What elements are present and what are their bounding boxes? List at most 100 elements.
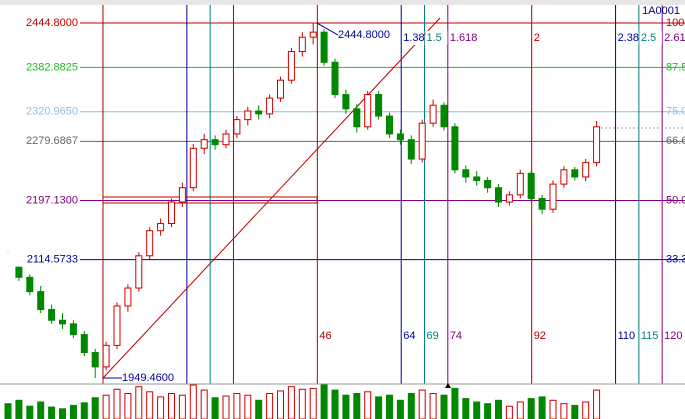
volume-bar — [582, 401, 590, 419]
volume-bar — [396, 399, 404, 419]
candle-body — [91, 352, 99, 368]
candle-body — [168, 201, 175, 225]
volume-bar — [505, 405, 513, 419]
candle-body — [495, 187, 502, 203]
ratio-label-bg — [402, 31, 425, 45]
annotation-leader — [316, 22, 339, 36]
volume-bar — [593, 389, 601, 419]
level-label-bg — [0, 16, 80, 31]
volume-bar — [189, 384, 197, 419]
volume-bar — [124, 393, 132, 419]
level-label: 2197.1300 — [26, 194, 78, 206]
ratio-label: 2 — [534, 32, 540, 44]
candle-body — [505, 194, 513, 203]
volume-bar — [26, 405, 34, 419]
volume-bar — [277, 390, 284, 419]
code-label: 1A0001 — [642, 5, 680, 17]
time-zone-label: 110 — [618, 330, 636, 342]
candle-body — [527, 172, 535, 199]
candle-body — [69, 323, 77, 336]
volume-bar — [429, 393, 437, 419]
candle-body — [146, 230, 154, 257]
candle-body — [59, 319, 66, 325]
level-label-bg — [0, 134, 80, 149]
marks-layer — [4, 23, 601, 419]
time-zone-label: 120 — [664, 330, 682, 342]
range-box — [102, 196, 318, 204]
ratio-label: 2.5 — [641, 32, 656, 44]
volume-bar — [571, 404, 579, 419]
candle-body — [571, 169, 579, 178]
candle-body — [244, 110, 252, 121]
level-pct-label: 100.0 — [666, 17, 685, 29]
candle-body — [102, 344, 110, 368]
volume-bar — [233, 393, 241, 419]
candle-body — [462, 169, 470, 178]
candle-body — [440, 104, 448, 128]
candle-body — [549, 183, 557, 210]
ratio-label-bg — [616, 31, 639, 45]
volume-bar — [364, 391, 372, 419]
candle-body — [135, 255, 143, 289]
candle-body — [211, 139, 219, 146]
level-pct-label: 33.3 — [666, 254, 685, 266]
candle-body — [396, 133, 404, 141]
ratio-label: 1.618 — [450, 32, 478, 44]
ratio-label: 1.38 — [403, 32, 424, 44]
time-zone-label: 69 — [427, 330, 439, 342]
level-pct-label: 75.0 — [666, 106, 685, 118]
volume-bar — [298, 388, 306, 419]
candle-body — [386, 115, 393, 135]
candle-body — [298, 36, 306, 53]
time-zone-label: 64 — [403, 330, 415, 342]
volume-bar — [484, 403, 492, 419]
time-zone-label: 115 — [641, 330, 659, 342]
candle-body — [113, 305, 121, 346]
level-label: 2382.8825 — [26, 61, 78, 73]
candle-body — [407, 139, 415, 160]
candle-body — [189, 147, 197, 189]
candle-body — [560, 169, 568, 185]
candle-body — [287, 51, 295, 81]
volume-bar — [549, 399, 557, 419]
volume-bar — [168, 393, 175, 419]
candle-body — [516, 172, 524, 196]
candle-body — [255, 110, 263, 115]
level-label: 2114.5733 — [27, 254, 78, 266]
candle-body — [222, 133, 230, 146]
volume-bar — [320, 384, 328, 419]
volume-bar — [309, 387, 317, 419]
grid-layer — [0, 5, 685, 384]
candle-body — [277, 79, 284, 99]
candle-body — [331, 61, 339, 96]
volume-bar — [48, 406, 56, 419]
volume-bar — [59, 408, 66, 419]
ratio-label-bg — [532, 31, 555, 45]
volume-bar — [244, 394, 252, 419]
level-label-bg — [0, 193, 80, 208]
volume-bar — [157, 396, 165, 419]
volume-bar — [146, 391, 154, 419]
volume-bar — [473, 401, 481, 419]
volume-bar — [495, 399, 502, 419]
level-pct-label: 87.5 — [666, 61, 685, 73]
candle-body — [178, 187, 186, 203]
ratio-label-bg — [448, 31, 471, 45]
volume-bar — [91, 397, 99, 419]
level-label-bg — [0, 252, 80, 267]
candle-body — [266, 97, 274, 115]
ratio-label-bg — [425, 31, 448, 45]
volume-bar — [222, 395, 230, 419]
volume-bar — [516, 401, 524, 419]
volume-bar — [211, 397, 219, 419]
candle-body — [538, 197, 546, 210]
ratio-label-bg — [639, 31, 662, 45]
volume-bar — [37, 401, 45, 419]
ratio-label: 1.5 — [427, 32, 442, 44]
candle-body — [157, 223, 165, 232]
volume-bar — [4, 403, 12, 419]
candle-body — [593, 126, 601, 164]
volume-bar — [375, 396, 383, 419]
